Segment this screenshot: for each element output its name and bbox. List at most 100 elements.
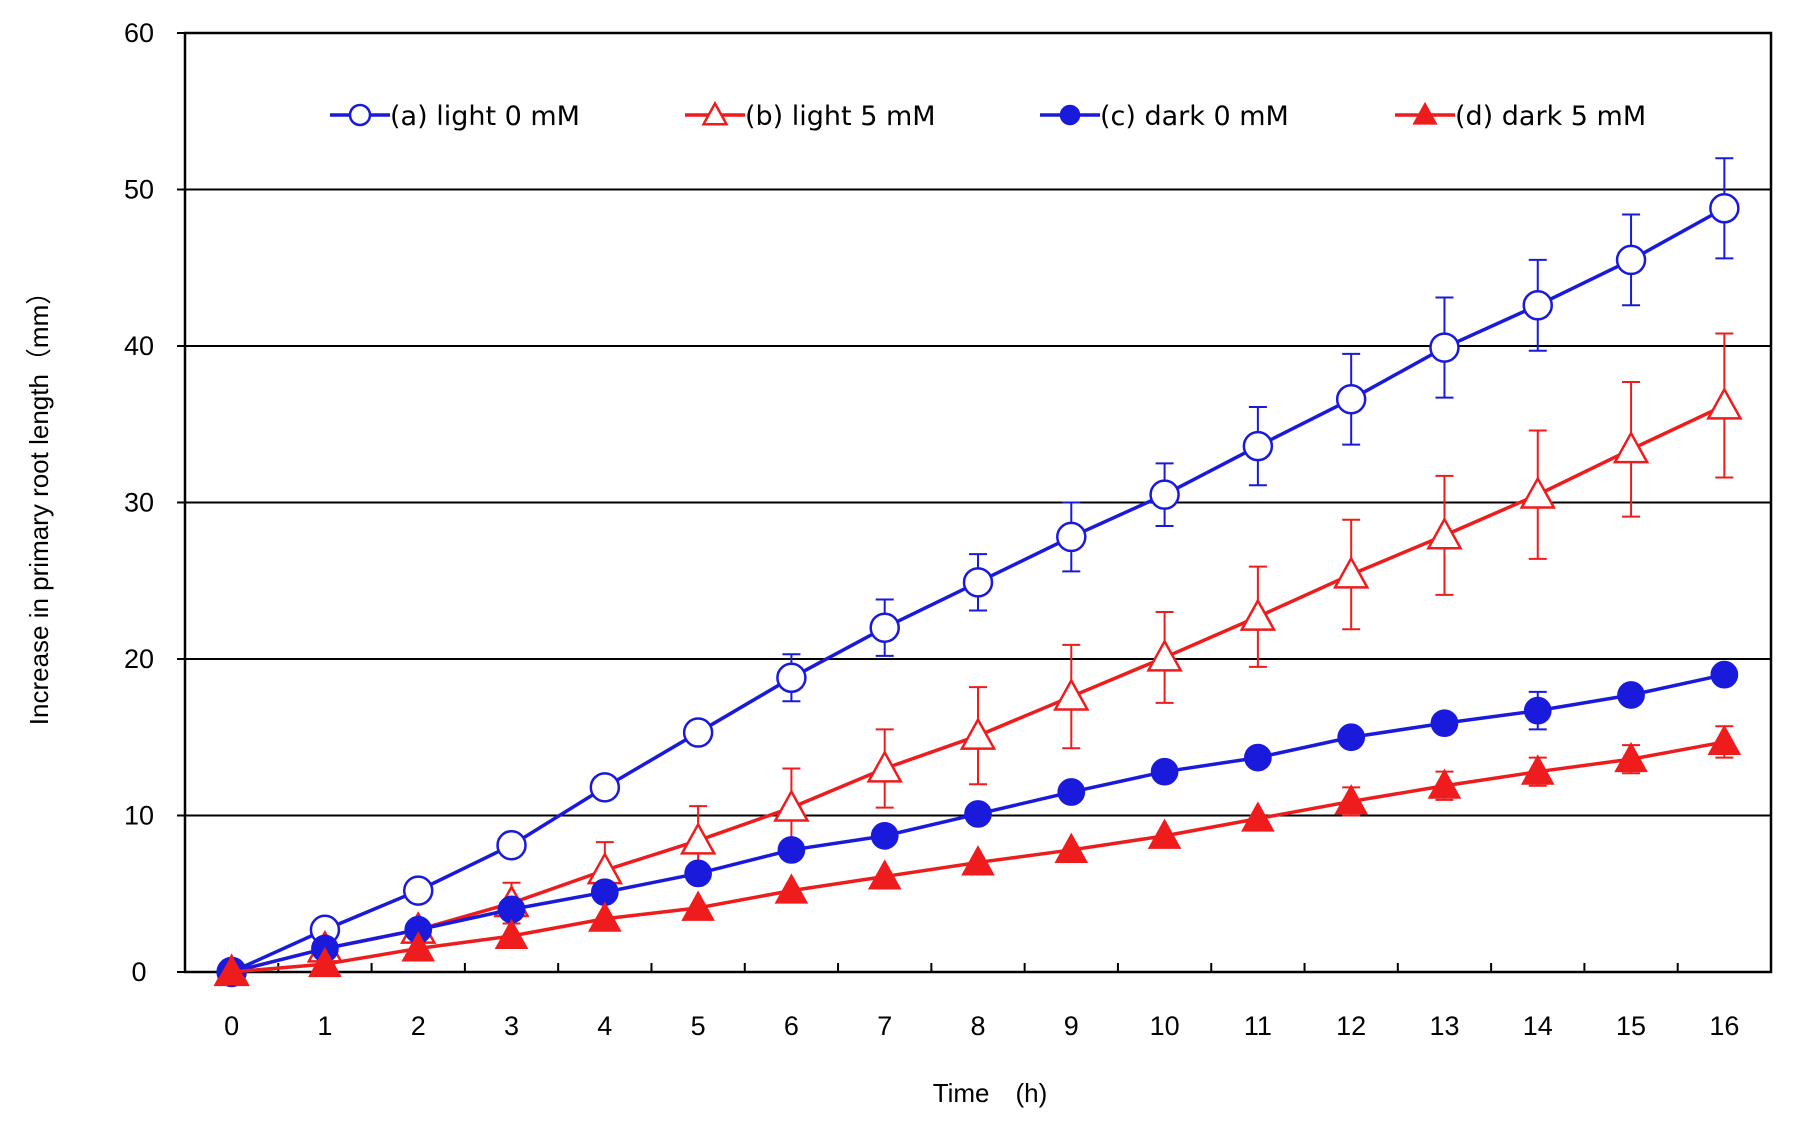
data-point [869,612,900,643]
legend: (a) light 0 mM (b) light 5 mM (c) dark 0 m… [330,100,1646,132]
x-tick-label: 14 [1523,1011,1553,1041]
x-tick-label: 13 [1429,1011,1459,1041]
x-tick-label: 9 [1064,1011,1079,1041]
x-tick-label: 4 [597,1011,612,1041]
y-tick-label: 50 [124,175,154,205]
data-point [1426,516,1463,550]
data-point [1430,709,1459,738]
x-tick-label: 2 [411,1011,426,1041]
data-point [308,946,342,978]
data-point [1337,723,1366,752]
data-point [776,662,807,694]
data-point [959,717,997,750]
y-tick-label: 30 [124,488,154,518]
legend-item-1: (a) light 0 mM [330,101,580,132]
data-point [961,845,995,876]
data-point [867,859,902,890]
data-point [402,875,434,906]
data-point [774,873,809,904]
x-tick-label: 15 [1616,1011,1646,1041]
data-point [684,859,712,888]
legend-item-3: (c) dark 0 mM [1040,101,1289,132]
y-tick-label: 20 [124,644,154,674]
data-point [1710,660,1739,689]
legend-item-4: (d) dark 5 mM [1395,101,1646,132]
y-axis-title: Increase in primary root length（mm） [24,279,54,725]
data-point [1239,598,1277,631]
data-point [497,895,526,924]
x-tick-label: 6 [784,1011,799,1041]
legend-label: (a) light 0 mM [390,101,580,132]
data-point [1429,332,1460,363]
data-point [1241,801,1275,832]
data-point [1617,681,1645,709]
data-point [496,829,527,861]
y-tick-label: 10 [124,801,154,831]
data-point [773,789,810,822]
data-point [1707,724,1742,755]
data-point [870,821,899,850]
series-group [213,157,1743,988]
data-point [590,878,619,907]
y-tick-label: 0 [131,957,146,987]
data-point [1334,784,1369,815]
data-point [777,836,806,864]
data-point [1615,244,1647,276]
data-point [214,954,249,986]
x-tick-label: 0 [224,1011,239,1041]
data-point [1520,754,1555,785]
data-point [1053,677,1090,711]
legend-label: (d) dark 5 mM [1455,101,1646,132]
legend-marker [1412,101,1438,125]
data-point [1706,386,1743,420]
data-point [1522,290,1554,321]
x-axis-title: Time (h) [933,1078,1048,1108]
x-tick-label: 3 [504,1011,519,1041]
x-tick-label: 11 [1244,1011,1272,1041]
data-point [1242,430,1274,462]
legend-marker [348,103,372,127]
x-tick-label: 12 [1336,1011,1366,1041]
data-point [1332,555,1370,589]
y-tick-label: 40 [124,331,154,361]
data-point [1335,383,1367,415]
legend-label: (c) dark 0 mM [1100,101,1289,132]
data-point [589,772,621,803]
x-tick-label: 16 [1709,1011,1739,1041]
data-point [962,567,994,598]
data-point [1614,741,1648,773]
x-tick-label: 1 [317,1011,332,1041]
data-point [1150,757,1179,786]
x-tick-label: 5 [691,1011,706,1041]
data-point [1709,193,1740,224]
x-tick-label: 10 [1150,1011,1180,1041]
data-point [682,717,714,748]
data-point [1149,479,1180,510]
data-point [1523,696,1552,725]
legend-marker [1059,104,1081,126]
data-point [1146,638,1183,672]
data-point [1147,818,1182,849]
grid-lines [185,188,1771,817]
data-point [1612,430,1650,464]
x-tick-label: 8 [970,1011,985,1041]
legend-marker [701,100,729,126]
legend-label: (b) light 5 mM [745,101,936,132]
data-point [587,901,622,932]
data-point [494,918,529,950]
x-tick-label: 7 [877,1011,892,1041]
data-point [1054,832,1089,863]
data-point [964,800,992,828]
data-point [679,821,717,855]
data-point [1056,521,1087,553]
data-point [1519,476,1556,509]
series-4 [214,724,1742,986]
data-point [866,749,903,783]
y-tick-label: 60 [124,18,154,48]
data-point [1057,778,1086,806]
legend-item-2: (b) light 5 mM [685,100,936,132]
data-point [681,890,715,921]
